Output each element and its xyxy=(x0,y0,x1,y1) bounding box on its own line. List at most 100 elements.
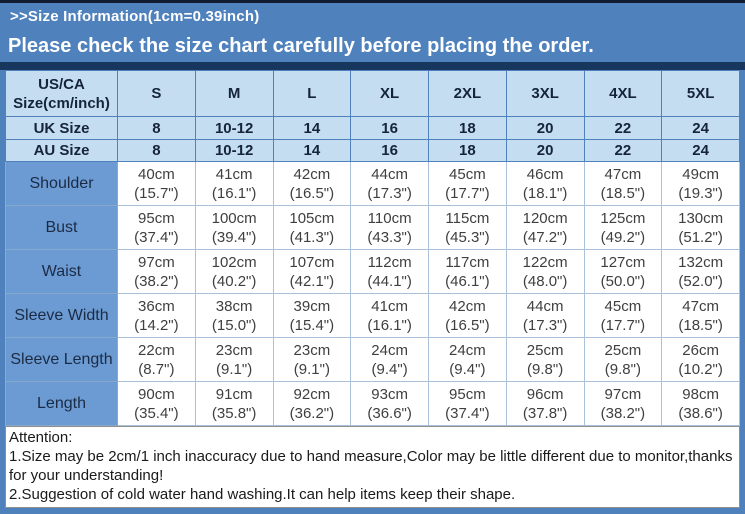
inch-value: (16.1") xyxy=(367,316,412,334)
measurement-cell: 24cm (9.4") xyxy=(428,337,507,382)
cm-value: 44cm xyxy=(526,297,564,315)
size-col-xl: XL xyxy=(350,70,429,117)
inch-value: (52.0") xyxy=(678,272,723,290)
measurement-cell: 115cm (45.3") xyxy=(428,205,507,250)
cm-value: 127cm xyxy=(600,253,646,271)
measurement-cell: 107cm (42.1") xyxy=(272,249,352,294)
size-col-3xl: 3XL xyxy=(505,70,585,117)
measurement-cell: 91cm (35.8") xyxy=(194,381,274,426)
cm-value: 25cm xyxy=(604,341,642,359)
inch-value: (38.2") xyxy=(600,404,646,422)
inch-value: (9.1") xyxy=(293,360,330,378)
inch-value: (15.0") xyxy=(211,316,257,334)
inch-value: (15.4") xyxy=(289,316,335,334)
au-size-value: 18 xyxy=(428,139,507,162)
inch-value: (17.7") xyxy=(600,316,646,334)
cm-value: 36cm xyxy=(138,297,175,315)
measurement-cell: 110cm (43.3") xyxy=(350,205,429,250)
size-row-us-ca: US/CA Size(cm/inch) S M L XL 2XL 3XL 4XL 5XL xyxy=(5,70,740,117)
inch-value: (51.2") xyxy=(678,228,723,246)
cm-value: 44cm xyxy=(371,165,408,183)
inch-value: (9.4") xyxy=(371,360,408,378)
size-chart-header: US/CA Size(cm/inch) S M L XL 2XL 3XL 4XL 5XL UK… xyxy=(5,70,740,162)
measurement-row-sleeve-length: Sleeve Length 22cm (8.7") 23cm (9.1") 23cm (9.… xyxy=(5,337,740,382)
divider-strip xyxy=(0,62,745,70)
inch-value: (35.8") xyxy=(211,404,257,422)
inch-value: (14.2") xyxy=(134,316,179,334)
size-row-au: AU Size 8 10-12 14 16 18 20 22 24 xyxy=(5,139,740,162)
inch-value: (17.7") xyxy=(445,184,490,202)
au-size-label: AU Size xyxy=(5,139,118,162)
inch-value: (15.7") xyxy=(134,184,179,202)
inch-value: (40.2") xyxy=(211,272,257,290)
size-chart-notice: Please check the size chart carefully be… xyxy=(8,34,594,57)
measurement-cell: 102cm (40.2") xyxy=(194,249,274,294)
cm-value: 45cm xyxy=(449,165,486,183)
uk-size-label: UK Size xyxy=(5,116,118,140)
size-col-s: S xyxy=(117,70,196,117)
size-information-title: >>Size Information(1cm=0.39inch) xyxy=(10,8,260,25)
measurement-row-sleeve-width: Sleeve Width 36cm (14.2") 38cm (15.0") 39cm (1… xyxy=(5,293,740,338)
measurement-label: Sleeve Width xyxy=(5,293,118,338)
inch-value: (36.2") xyxy=(289,404,335,422)
cm-value: 46cm xyxy=(526,165,564,183)
cm-value: 42cm xyxy=(449,297,486,315)
inch-value: (47.2") xyxy=(522,228,568,246)
inch-value: (48.0") xyxy=(522,272,568,290)
uk-size-value: 24 xyxy=(661,116,740,140)
measurement-cell: 122cm (48.0") xyxy=(505,249,585,294)
measurement-cell: 117cm (46.1") xyxy=(428,249,507,294)
inch-value: (16.5") xyxy=(445,316,490,334)
cm-value: 38cm xyxy=(215,297,253,315)
measurement-cell: 125cm (49.2") xyxy=(583,205,663,250)
measurement-cell: 95cm (37.4") xyxy=(117,205,196,250)
cm-value: 49cm xyxy=(682,165,719,183)
cm-value: 97cm xyxy=(138,253,175,271)
inch-value: (35.4") xyxy=(134,404,179,422)
cm-value: 47cm xyxy=(604,165,642,183)
measurement-cell: 93cm (36.6") xyxy=(350,381,429,426)
cm-value: 102cm xyxy=(211,253,257,271)
inch-value: (38.2") xyxy=(134,272,179,290)
au-size-value: 20 xyxy=(505,139,585,162)
cm-value: 93cm xyxy=(371,385,408,403)
inch-value: (46.1") xyxy=(445,272,490,290)
inch-value: (42.1") xyxy=(289,272,335,290)
au-size-value: 24 xyxy=(661,139,740,162)
uk-size-value: 14 xyxy=(272,116,352,140)
inch-value: (16.5") xyxy=(289,184,335,202)
measurement-label: Sleeve Length xyxy=(5,337,118,382)
uk-size-value: 8 xyxy=(117,116,196,140)
cm-value: 110cm xyxy=(367,209,412,227)
cm-value: 40cm xyxy=(138,165,175,183)
uk-size-value: 18 xyxy=(428,116,507,140)
cm-value: 24cm xyxy=(449,341,486,359)
measurement-cell: 49cm (19.3") xyxy=(661,161,740,206)
size-col-4xl: 4XL xyxy=(583,70,663,117)
measurement-row-shoulder: Shoulder 40cm (15.7") 41cm (16.1") 42cm (16.5"… xyxy=(5,161,740,206)
inch-value: (36.6") xyxy=(367,404,412,422)
measurement-cell: 45cm (17.7") xyxy=(428,161,507,206)
inch-value: (16.1") xyxy=(211,184,257,202)
cm-value: 39cm xyxy=(293,297,331,315)
measurement-cell: 97cm (38.2") xyxy=(117,249,196,294)
measurement-label: Bust xyxy=(5,205,118,250)
inch-value: (39.4") xyxy=(211,228,257,246)
measurement-cell: 25cm (9.8") xyxy=(583,337,663,382)
measurement-label: Length xyxy=(5,381,118,426)
measurement-cell: 47cm (18.5") xyxy=(583,161,663,206)
inch-value: (9.1") xyxy=(216,360,253,378)
measurement-cell: 90cm (35.4") xyxy=(117,381,196,426)
cm-value: 125cm xyxy=(600,209,646,227)
cm-value: 95cm xyxy=(138,209,175,227)
measurement-cell: 132cm (52.0") xyxy=(661,249,740,294)
inch-value: (37.4") xyxy=(134,228,179,246)
attention-note-2: 2.Suggestion of cold water hand washing.… xyxy=(9,486,516,503)
cm-value: 24cm xyxy=(371,341,408,359)
attention-note-1: 1.Size may be 2cm/1 inch inaccuracy due … xyxy=(9,448,733,484)
au-size-value: 10-12 xyxy=(194,139,274,162)
inch-value: (10.2") xyxy=(678,360,723,378)
measurement-cell: 24cm (9.4") xyxy=(350,337,429,382)
measurement-cell: 46cm (18.1") xyxy=(505,161,585,206)
